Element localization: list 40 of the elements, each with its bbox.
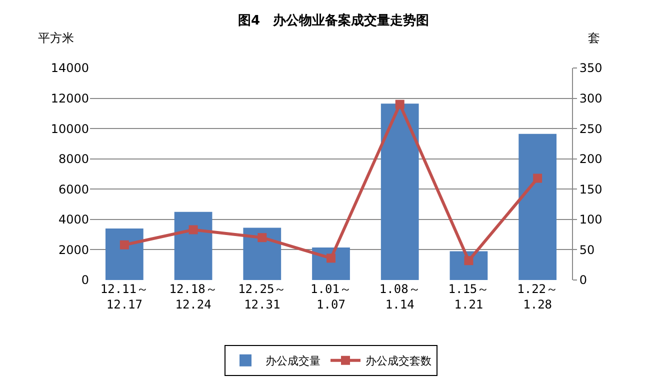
y-tick-label: 8000 — [58, 152, 89, 166]
y2-tick-label: 100 — [579, 212, 602, 227]
y-tick-label: 2000 — [58, 242, 89, 257]
legend-label: 办公成交套数 — [366, 354, 432, 368]
y-tick-label: 0 — [81, 273, 89, 288]
legend-label: 办公成交量 — [266, 354, 320, 368]
y-tick-label: 12000 — [50, 91, 89, 106]
y2-tick-label: 50 — [579, 242, 595, 257]
bar — [105, 228, 144, 280]
y-tick-label: 6000 — [58, 182, 89, 196]
y2-tick-label: 250 — [579, 122, 602, 136]
y2-tick-label: 300 — [579, 91, 602, 106]
point — [326, 254, 336, 263]
x-tick-label: 1.01～ 1.07 — [310, 282, 352, 312]
y2-tick-label: 150 — [579, 182, 602, 196]
x-tick-label: 12.25～ 12.31 — [238, 282, 286, 312]
y-tick-label: 10000 — [50, 122, 89, 136]
y-axis-title: 平方米 — [38, 31, 74, 45]
y2-tick-label: 200 — [579, 152, 602, 166]
y2-tick-label: 350 — [579, 61, 602, 76]
bar — [380, 104, 419, 280]
chart-title: 图4 办公物业备案成交量走势图 — [238, 12, 430, 29]
point — [258, 233, 267, 242]
y-tick-label: 4000 — [58, 212, 89, 227]
x-tick-label: 1.15～ 1.21 — [448, 282, 490, 312]
point — [464, 256, 474, 266]
bar — [174, 212, 212, 280]
y2-tick-label: 0 — [579, 273, 588, 288]
y2-axis-title: 套 — [588, 31, 600, 45]
bar — [518, 134, 557, 280]
x-tick-label: 12.11～ 12.17 — [100, 282, 148, 312]
x-tick-label: 1.08～ 1.14 — [379, 282, 420, 312]
x-tick-label: 12.18～ 12.24 — [169, 282, 218, 312]
point — [188, 225, 198, 234]
point — [120, 240, 129, 250]
point — [533, 174, 542, 183]
point — [395, 100, 404, 109]
y-tick-label: 14000 — [50, 61, 89, 76]
bar — [243, 228, 282, 280]
x-tick-label: 1.22～ 1.28 — [517, 282, 558, 312]
